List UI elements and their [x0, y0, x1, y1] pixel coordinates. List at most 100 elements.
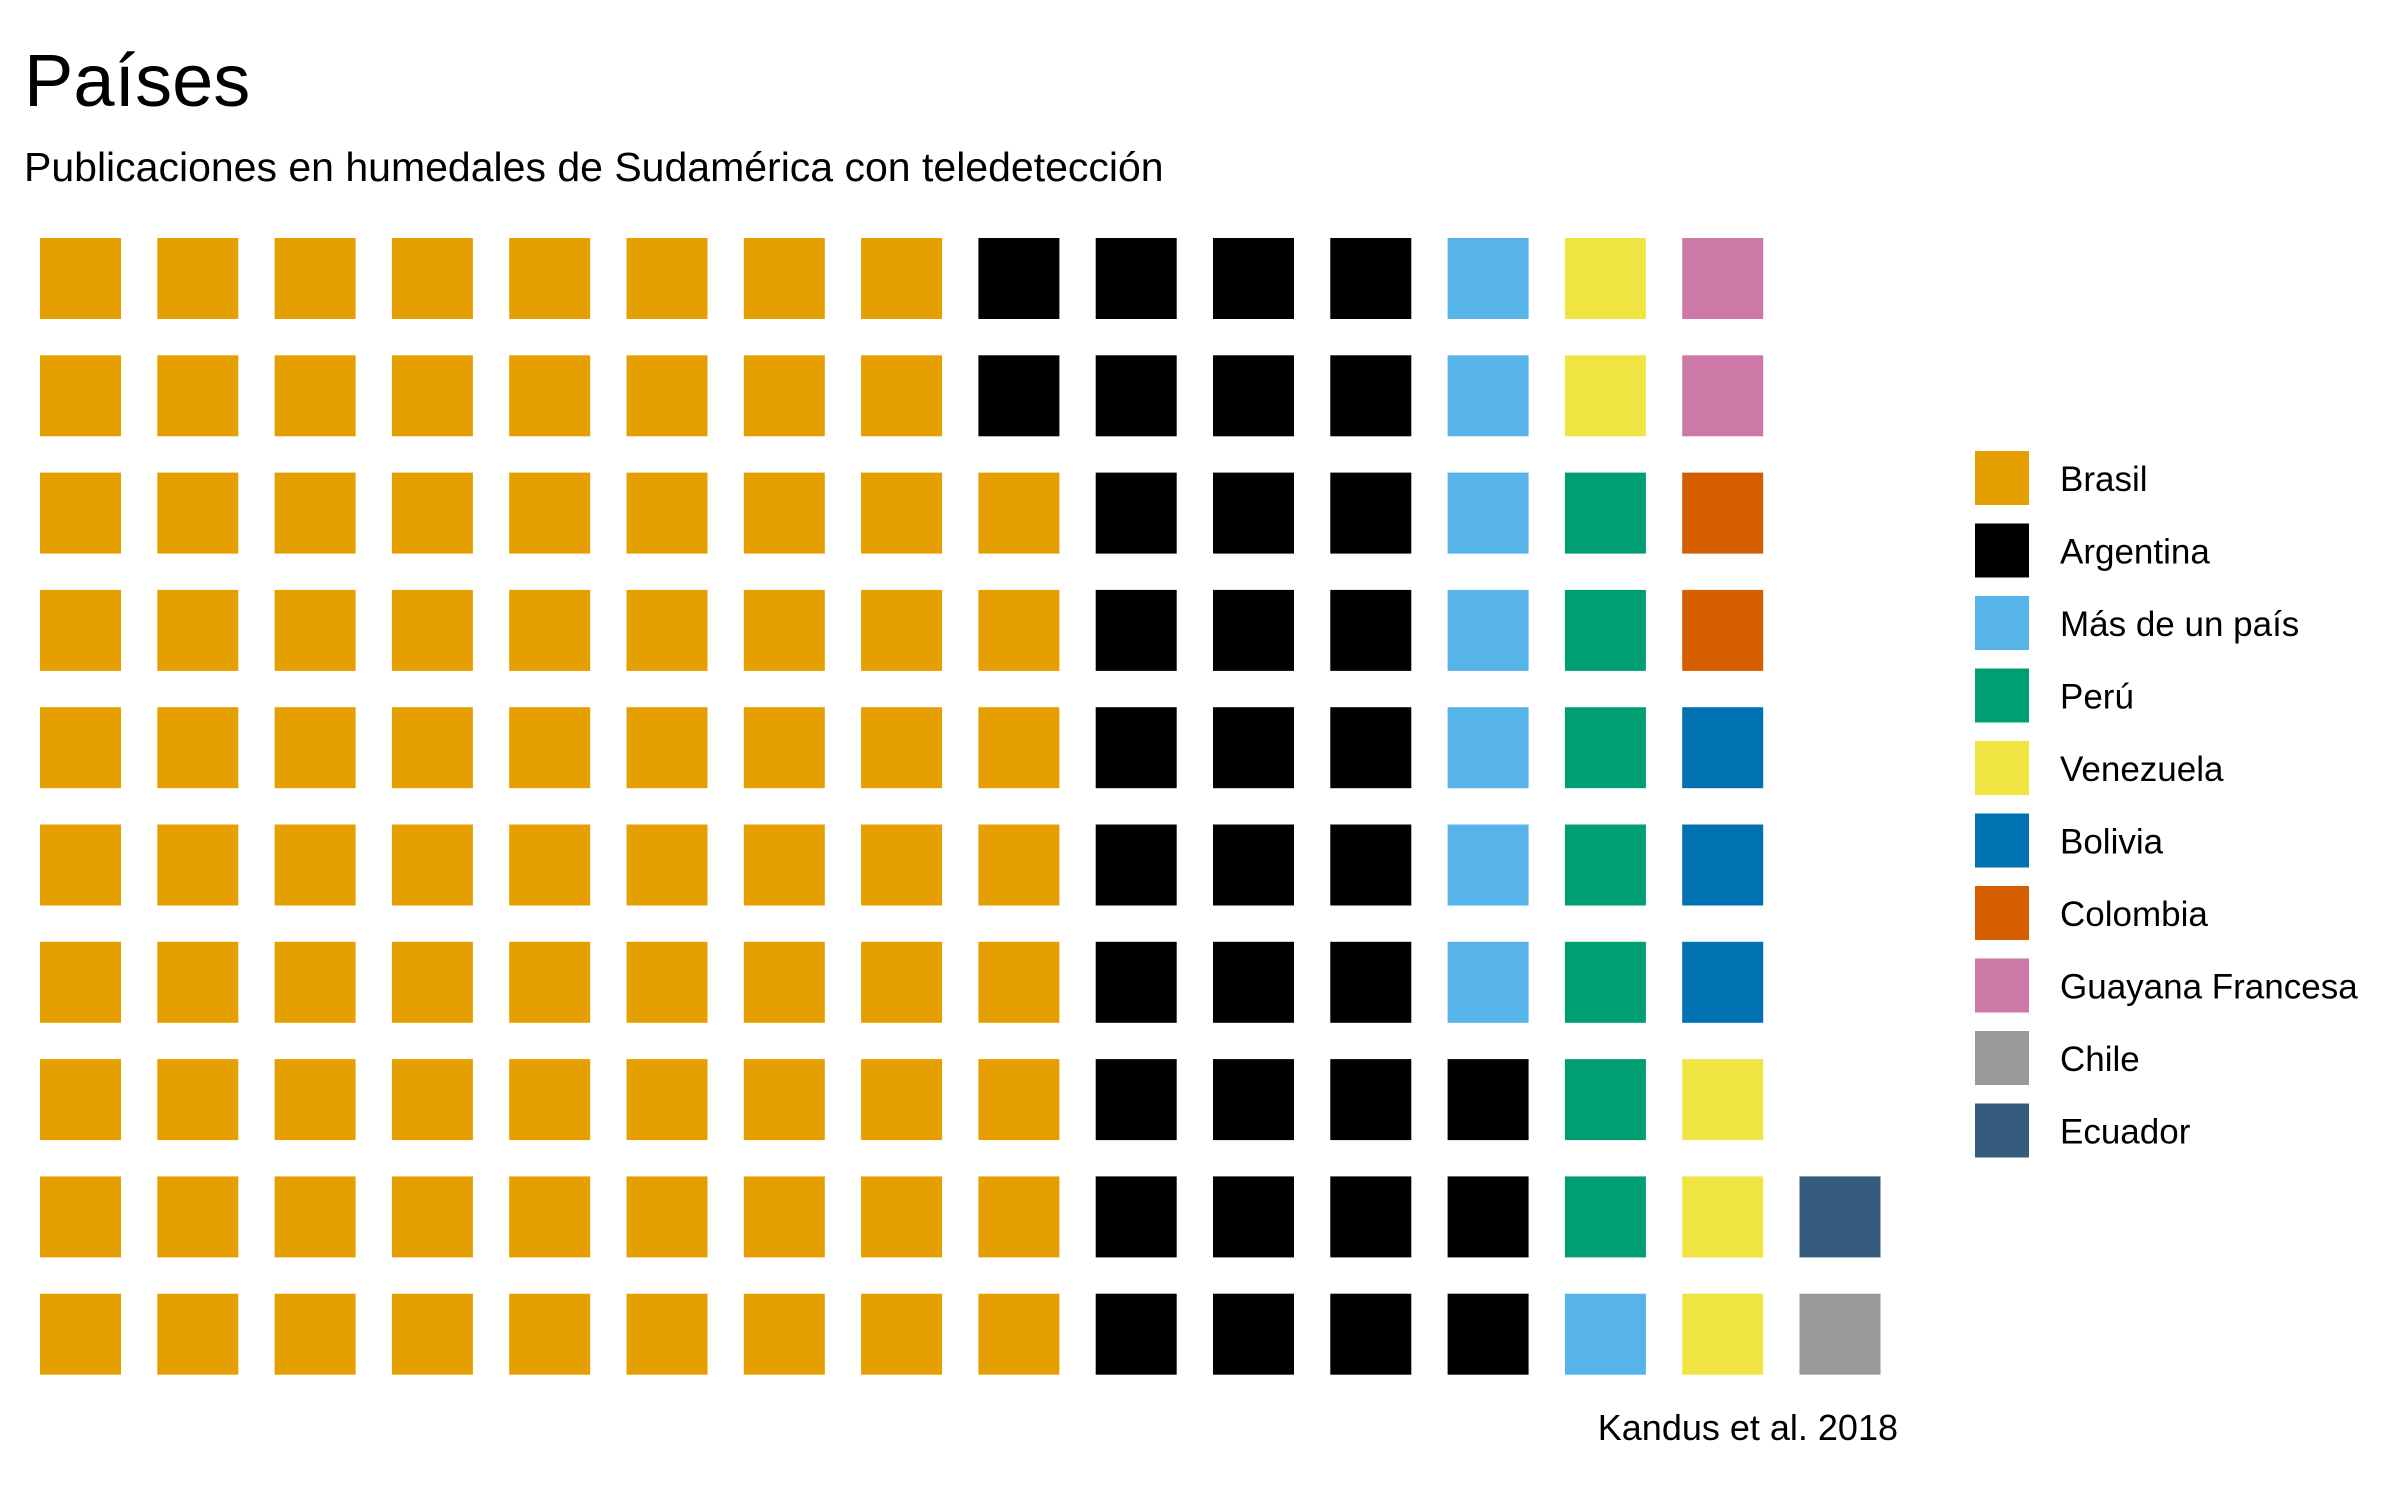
waffle-cell-mas-de-un-pais: [1447, 941, 1529, 1023]
legend-item-bolivia: Bolivia: [1975, 813, 2164, 868]
waffle-cell-brasil: [391, 238, 473, 319]
waffle-cell-argentina: [1213, 707, 1294, 789]
waffle-cell-argentina: [1213, 238, 1294, 319]
waffle-cell-brasil: [743, 941, 825, 1023]
legend-label: Colombia: [2060, 895, 2208, 934]
waffle-cell-brasil: [861, 941, 943, 1023]
waffle-cell-brasil: [391, 1059, 473, 1141]
legend-label: Chile: [2060, 1040, 2140, 1079]
legend: Brasil Argentina Más de un país Perú Venezue…: [1975, 451, 2358, 1158]
waffle-cell-brasil: [509, 1059, 591, 1141]
waffle-cell-argentina: [1095, 1176, 1177, 1258]
waffle-cell-brasil: [274, 1176, 356, 1258]
waffle-cell-brasil: [40, 355, 121, 437]
waffle-cell-brasil: [40, 1059, 121, 1141]
waffle-cell-brasil: [157, 1293, 239, 1375]
waffle-cell-argentina: [1330, 355, 1412, 437]
chart-subtitle: Publicaciones en humedales de Sudamérica…: [24, 144, 1164, 190]
waffle-cell-venezuela: [1564, 355, 1646, 437]
waffle-cell-brasil: [40, 1176, 121, 1258]
waffle-cell-colombia: [1682, 472, 1764, 554]
waffle-cell-argentina: [1330, 941, 1412, 1023]
waffle-cell-brasil: [157, 707, 239, 789]
waffle-cell-brasil: [391, 355, 473, 437]
waffle-cell-brasil: [743, 824, 825, 906]
chart-caption: Kandus et al. 2018: [1597, 1407, 1898, 1448]
waffle-cell-brasil: [274, 1293, 356, 1375]
waffle-cell-brasil: [40, 941, 121, 1023]
legend-item-chile: Chile: [1975, 1031, 2140, 1085]
waffle-cell-argentina: [1213, 824, 1294, 906]
waffle-cell-peru: [1564, 472, 1646, 554]
waffle-cell-brasil: [157, 1176, 239, 1258]
waffle-cell-brasil: [978, 707, 1060, 789]
waffle-cell-argentina: [1095, 1059, 1177, 1141]
waffle-cell-brasil: [40, 707, 121, 789]
waffle-cell-argentina: [1213, 355, 1294, 437]
waffle-cell-brasil: [861, 355, 943, 437]
legend-label: Venezuela: [2060, 750, 2224, 789]
legend-label: Brasil: [2060, 460, 2148, 499]
legend-item-brasil: Brasil: [1975, 451, 2148, 505]
waffle-cell-brasil: [626, 589, 708, 671]
legend-label: Ecuador: [2060, 1113, 2191, 1152]
legend-label: Guayana Francesa: [2060, 968, 2358, 1007]
waffle-cell-argentina: [1213, 472, 1294, 554]
waffle-cell-brasil: [509, 1176, 591, 1258]
waffle-cell-brasil: [861, 238, 943, 319]
waffle-cell-brasil: [861, 1176, 943, 1258]
waffle-cell-brasil: [626, 472, 708, 554]
legend-key: [1975, 741, 2029, 795]
waffle-cell-brasil: [743, 238, 825, 319]
waffle-cell-brasil: [743, 589, 825, 671]
legend-label: Perú: [2060, 678, 2134, 717]
waffle-cell-brasil: [391, 1293, 473, 1375]
waffle-cell-brasil: [978, 824, 1060, 906]
waffle-cell-brasil: [861, 589, 943, 671]
waffle-cell-brasil: [743, 472, 825, 554]
waffle-cell-brasil: [509, 472, 591, 554]
waffle-cell-brasil: [157, 472, 239, 554]
waffle-cell-brasil: [157, 1059, 239, 1141]
waffle-cell-bolivia: [1682, 707, 1764, 789]
waffle-cell-ecuador: [1799, 1176, 1881, 1258]
waffle-cell-venezuela: [1564, 238, 1646, 319]
legend-key: [1975, 596, 2029, 650]
waffle-cell-mas-de-un-pais: [1564, 1293, 1646, 1375]
waffle-cell-bolivia: [1682, 941, 1764, 1023]
waffle-cell-brasil: [861, 707, 943, 789]
waffle-cell-argentina: [1213, 589, 1294, 671]
waffle-cell-peru: [1564, 1176, 1646, 1258]
waffle-cell-brasil: [626, 941, 708, 1023]
waffle-cell-brasil: [157, 589, 239, 671]
waffle-cell-brasil: [274, 707, 356, 789]
waffle-cell-peru: [1564, 1059, 1646, 1141]
waffle-cell-argentina: [1095, 472, 1177, 554]
waffle-cell-guayana-francesa: [1682, 238, 1764, 319]
waffle-cell-argentina: [1330, 1176, 1412, 1258]
legend-item-venezuela: Venezuela: [1975, 741, 2224, 795]
waffle-cell-brasil: [626, 824, 708, 906]
waffle-cell-brasil: [509, 824, 591, 906]
legend-label: Argentina: [2060, 533, 2210, 572]
waffle-cell-brasil: [391, 472, 473, 554]
waffle-cell-argentina: [978, 238, 1060, 319]
waffle-cell-brasil: [978, 1176, 1060, 1258]
waffle-cell-chile: [1799, 1293, 1881, 1375]
waffle-cell-mas-de-un-pais: [1447, 589, 1529, 671]
waffle-cell-brasil: [978, 589, 1060, 671]
waffle-cell-brasil: [978, 941, 1060, 1023]
waffle-cell-argentina: [1447, 1059, 1529, 1141]
waffle-cell-brasil: [509, 355, 591, 437]
waffle-cell-brasil: [40, 1293, 121, 1375]
waffle-cell-brasil: [274, 1059, 356, 1141]
waffle-cell-brasil: [509, 707, 591, 789]
waffle-cell-brasil: [743, 1059, 825, 1141]
waffle-cell-brasil: [978, 1293, 1060, 1375]
legend-label: Más de un país: [2060, 605, 2299, 644]
waffle-cell-brasil: [509, 238, 591, 319]
waffle-cell-brasil: [861, 1293, 943, 1375]
waffle-cell-brasil: [861, 824, 943, 906]
waffle-cell-brasil: [978, 472, 1060, 554]
waffle-cell-brasil: [391, 941, 473, 1023]
